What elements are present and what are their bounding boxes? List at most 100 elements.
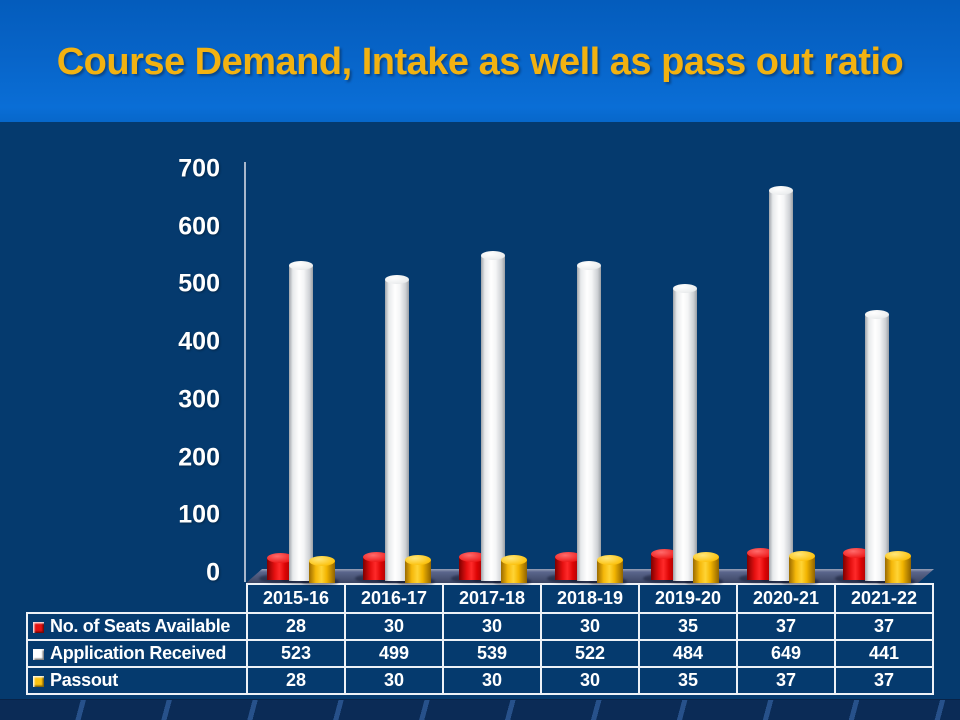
table-header-row: 2015-16 2016-17 2017-18 2018-19 2019-20 2020-… <box>27 583 934 614</box>
table-value-cell: 539 <box>442 639 542 668</box>
legend-label: Application Received <box>50 643 227 663</box>
bar-yellow-2017-18 <box>501 555 527 583</box>
cylinder-shaft <box>289 265 313 581</box>
table-value-cell: 522 <box>540 639 640 668</box>
cylinder-shaft <box>501 560 527 583</box>
cylinder-shaft <box>405 560 431 583</box>
bar-yellow-2016-17 <box>405 555 431 583</box>
table-row: Application Received 523 499 539 522 484 649 44… <box>26 639 934 668</box>
footer-stripe <box>0 699 960 720</box>
cylinder-shaft <box>362 557 390 580</box>
table-value-cell: 484 <box>638 639 738 668</box>
table-value-cell: 30 <box>344 612 444 641</box>
cylinder-cap <box>481 251 505 261</box>
legend-cell: Passout <box>26 666 248 695</box>
table-row: Passout 28 30 30 30 35 37 37 <box>26 666 934 695</box>
cylinder-shaft <box>673 288 697 581</box>
cylinder-shaft <box>554 557 582 580</box>
y-axis-tick: 400 <box>178 327 220 356</box>
y-axis-tick: 700 <box>178 154 220 183</box>
table-year-header: 2016-17 <box>344 583 444 614</box>
table-value-cell: 523 <box>246 639 346 668</box>
cylinder-cap <box>577 261 601 271</box>
legend-label: No. of Seats Available <box>50 616 231 636</box>
y-axis-tick: 500 <box>178 269 220 298</box>
table-year-header: 2020-21 <box>736 583 836 614</box>
table-value-cell: 35 <box>638 612 738 641</box>
bar-yellow-2021-22 <box>885 550 911 583</box>
cylinder-shaft <box>266 558 294 580</box>
table-corner-cell <box>27 584 247 613</box>
bar-white-2015-16 <box>289 260 313 581</box>
table-value-cell: 35 <box>638 666 738 695</box>
table-value-cell: 37 <box>736 666 836 695</box>
table-year-header: 2019-20 <box>638 583 738 614</box>
cylinder-cap <box>746 547 774 558</box>
cylinder-cap <box>385 275 409 285</box>
y-axis-tick: 200 <box>178 443 220 472</box>
cylinder-cap <box>554 552 582 563</box>
bar-yellow-2015-16 <box>309 556 335 583</box>
y-axis-line <box>244 162 246 582</box>
table-year-header: 2018-19 <box>540 583 640 614</box>
table-value-cell: 37 <box>736 612 836 641</box>
cylinder-cap <box>673 284 697 294</box>
bar-white-2020-21 <box>769 185 793 581</box>
cylinder-cap <box>693 552 719 563</box>
table-value-cell: 649 <box>736 639 836 668</box>
cylinder-shaft <box>385 279 409 581</box>
bar-red-2015-16 <box>266 553 294 580</box>
cylinder-cap <box>405 555 431 566</box>
cylinder-cap <box>266 553 294 564</box>
bar-red-2016-17 <box>362 552 390 580</box>
cylinder-cap <box>309 556 335 567</box>
cylinder-cap <box>597 555 623 566</box>
y-axis-tick: 600 <box>178 212 220 241</box>
bar-white-2018-19 <box>577 261 601 581</box>
bar-white-2017-18 <box>481 251 505 581</box>
cylinder-shaft <box>458 557 486 580</box>
cylinder-cap <box>458 552 486 563</box>
legend-marker-yellow-icon <box>33 676 44 687</box>
cylinder-cap <box>789 550 815 561</box>
cylinder-cap <box>769 185 793 195</box>
bar-yellow-2019-20 <box>693 552 719 583</box>
table-value-cell: 441 <box>834 639 934 668</box>
table-value-cell: 37 <box>834 666 934 695</box>
y-axis-tick: 0 <box>206 558 220 587</box>
table-year-header: 2021-22 <box>834 583 934 614</box>
cylinder-cap <box>842 547 870 558</box>
bar-red-2017-18 <box>458 552 486 580</box>
cylinder-shaft <box>865 314 889 581</box>
table-value-cell: 30 <box>540 666 640 695</box>
bar-yellow-2020-21 <box>789 550 815 583</box>
table-value-cell: 30 <box>540 612 640 641</box>
cylinder-shaft <box>481 255 505 581</box>
cylinder-cap <box>289 260 313 270</box>
table-value-cell: 30 <box>442 612 542 641</box>
slide-title: Course Demand, Intake as well as pass ou… <box>56 40 904 83</box>
table-row: No. of Seats Available 28 30 30 30 35 37 37 <box>26 612 934 641</box>
y-axis-tick: 300 <box>178 385 220 414</box>
bar-yellow-2018-19 <box>597 555 623 583</box>
table-value-cell: 30 <box>344 666 444 695</box>
legend-cell: No. of Seats Available <box>26 612 248 641</box>
cylinder-cap <box>865 309 889 319</box>
cylinder-cap <box>501 555 527 566</box>
y-axis-tick: 100 <box>178 500 220 529</box>
cylinder-shaft <box>309 561 335 583</box>
table-year-header: 2015-16 <box>246 583 346 614</box>
legend-marker-white-icon <box>33 649 44 660</box>
table-value-cell: 28 <box>246 612 346 641</box>
table-value-cell: 28 <box>246 666 346 695</box>
cylinder-shaft <box>577 265 601 581</box>
legend-cell: Application Received <box>26 639 248 668</box>
legend-label: Passout <box>50 670 118 690</box>
table-year-header: 2017-18 <box>442 583 542 614</box>
bar-white-2021-22 <box>865 309 889 581</box>
cylinder-cap <box>650 549 678 560</box>
data-table: 2015-16 2016-17 2017-18 2018-19 2019-20 2020-… <box>26 583 934 695</box>
cylinder-cap <box>885 550 911 561</box>
